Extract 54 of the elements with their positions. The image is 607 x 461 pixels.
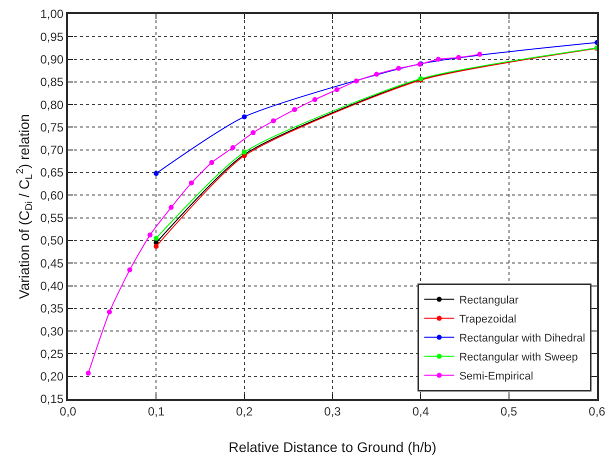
point	[154, 244, 159, 249]
point	[230, 145, 236, 150]
x-axis-title: Relative Distance to Ground (h/b)	[228, 439, 436, 455]
point	[334, 87, 340, 92]
y-tick-label: 0,15	[40, 392, 64, 406]
y-tick-label: 0,85	[40, 75, 64, 90]
y-tick-label: 0,55	[40, 211, 64, 226]
x-tick-label: 0,4	[412, 404, 430, 418]
point	[242, 114, 247, 120]
x-tick-label: 0,3	[324, 404, 342, 418]
legend-label: Semi-Empirical	[459, 370, 534, 383]
point	[270, 118, 276, 124]
y-tick-label: 0,50	[40, 234, 64, 248]
point	[127, 267, 132, 272]
x-tick-label: 0,6	[588, 404, 606, 418]
y-tick-label: 0,20	[40, 370, 64, 384]
y-tick-label: 0,45	[40, 256, 64, 270]
point	[106, 310, 112, 315]
y-tick-label: 0,25	[40, 346, 64, 361]
point	[154, 170, 159, 176]
x-tick-label: 0,5	[500, 404, 518, 418]
y-tick-label: 0,60	[40, 188, 64, 202]
x-tick-label: 0,0	[60, 404, 77, 418]
x-tick-label: 0,1	[148, 404, 165, 418]
point	[312, 97, 318, 102]
point	[250, 130, 256, 136]
point	[396, 66, 402, 71]
y-tick-label: 1,00	[40, 7, 64, 22]
y-tick-label: 0,35	[40, 302, 64, 316]
legend-label: Rectangular with Sweep	[459, 352, 578, 364]
y-tick-label: 0,40	[40, 278, 64, 293]
x-tick-label: 0,2	[236, 404, 253, 418]
point	[477, 52, 482, 57]
legend-label: Trapezoidal	[459, 314, 516, 326]
point	[292, 107, 298, 112]
y-tick-label: 0,80	[40, 98, 64, 112]
y-tick-label: 0,95	[40, 30, 64, 44]
point	[374, 72, 380, 77]
point	[154, 236, 159, 241]
legend-label: Rectangular with Dihedral	[459, 332, 586, 345]
point	[436, 56, 441, 62]
legend-label: Rectangular	[459, 294, 519, 307]
point	[148, 232, 152, 238]
y-tick-label: 0,65	[40, 166, 64, 180]
y-tick-label: 0,70	[40, 143, 64, 158]
y-tick-label: 0,75	[40, 120, 64, 134]
point	[188, 180, 194, 186]
y-tick-label: 0,90	[40, 52, 64, 66]
point	[86, 370, 91, 376]
point	[456, 54, 462, 60]
y-tick-label: 0,30	[40, 324, 64, 338]
point	[209, 160, 214, 166]
point	[168, 204, 174, 210]
point	[354, 78, 359, 84]
